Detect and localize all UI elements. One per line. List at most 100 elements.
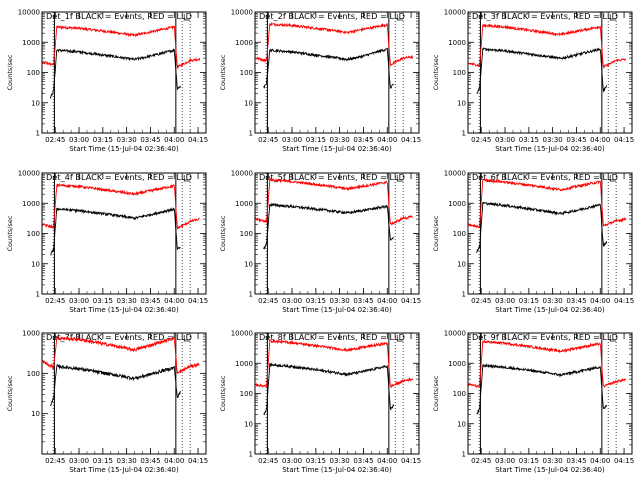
y-tick-label: 10 [244, 260, 253, 268]
y-tick-label: 1000 [22, 330, 40, 338]
chart-panel-7: Det_7f BLACK = Events, RED = LLD Counts/s… [6, 330, 208, 475]
corner-bracket [396, 335, 404, 342]
x-tick-label: 04:00 [377, 136, 397, 144]
corner-bracket [609, 335, 617, 342]
events-series-line [263, 47, 394, 90]
y-tick-label: 100 [27, 69, 40, 77]
chart-panel-6: Det_6f BLACK = Events, RED = LLD Counts/s… [432, 170, 634, 315]
y-tick-label: 100 [453, 69, 466, 77]
lld-series-line [255, 338, 414, 389]
y-axis-label: Counts/sec [219, 54, 227, 90]
x-tick-label: 03:00 [282, 457, 302, 465]
x-tick-label: 03:15 [306, 136, 326, 144]
x-tick-label: 04:00 [590, 136, 610, 144]
y-tick-label: 10 [31, 410, 40, 418]
chart-title: Det_9f BLACK = Events, RED = LLD [472, 332, 618, 342]
lld-series-line [42, 182, 200, 230]
x-tick-label: 04:00 [164, 136, 184, 144]
x-tick-label: 02:45 [471, 136, 491, 144]
y-tick-label: 1000 [235, 200, 253, 208]
x-tick-label: 03:45 [566, 297, 586, 305]
x-tick-label: 03:30 [543, 136, 563, 144]
x-tick-label: 03:15 [519, 136, 539, 144]
x-tick-label: 02:45 [258, 136, 278, 144]
x-tick-label: 03:00 [495, 457, 515, 465]
x-axis-label: Start Time (15-Jul-04 02:36:40) [282, 466, 392, 474]
plot-frame [254, 172, 420, 295]
x-tick-label: 04:15 [188, 297, 208, 305]
y-tick-label: 1000 [235, 360, 253, 368]
corner-bracket [396, 175, 404, 182]
plot-frame [254, 332, 420, 455]
y-tick-label: 1000 [235, 39, 253, 47]
y-tick-label: 1000 [448, 360, 466, 368]
lld-series-line [468, 178, 627, 229]
y-axis-label: Counts/sec [432, 54, 440, 90]
y-tick-label: 1000 [22, 39, 40, 47]
y-tick-label: 1 [462, 130, 466, 138]
plot-frame [41, 11, 207, 134]
chart-panel-4: Det_4f BLACK = Events, RED = LLD Counts/s… [6, 170, 208, 315]
y-tick-label: 100 [240, 390, 253, 398]
x-tick-label: 03:30 [117, 457, 137, 465]
lld-series-line [468, 340, 627, 389]
corner-bracket [609, 175, 617, 182]
events-series-line [476, 47, 608, 94]
corner-bracket [183, 14, 191, 21]
x-axis-label: Start Time (15-Jul-04 02:36:40) [495, 145, 605, 153]
x-tick-label: 03:00 [69, 136, 89, 144]
x-tick-label: 03:00 [69, 457, 89, 465]
events-series-line [263, 202, 394, 250]
x-axis-label: Start Time (15-Jul-04 02:36:40) [495, 306, 605, 314]
x-tick-label: 03:15 [93, 136, 113, 144]
y-axis-label: Counts/sec [6, 375, 14, 411]
x-tick-label: 02:45 [45, 297, 65, 305]
x-tick-label: 03:45 [140, 457, 160, 465]
y-tick-label: 10 [244, 420, 253, 428]
x-tick-label: 02:45 [45, 457, 65, 465]
lld-series-line [468, 23, 627, 69]
x-axis-label: Start Time (15-Jul-04 02:36:40) [282, 145, 392, 153]
x-tick-label: 03:45 [353, 136, 373, 144]
x-axis-label: Start Time (15-Jul-04 02:36:40) [69, 145, 179, 153]
y-tick-label: 1 [249, 291, 253, 299]
events-series-line [50, 363, 181, 407]
x-tick-label: 04:00 [590, 457, 610, 465]
x-tick-label: 03:15 [519, 457, 539, 465]
x-tick-label: 02:45 [258, 297, 278, 305]
y-tick-label: 10 [457, 260, 466, 268]
plot-frame [467, 172, 633, 295]
chart-panel-9: Det_9f BLACK = Events, RED = LLD Counts/s… [432, 330, 634, 475]
y-tick-label: 10000 [444, 330, 466, 338]
x-tick-label: 03:45 [140, 297, 160, 305]
chart-title: Det_2f BLACK = Events, RED = LLD [259, 11, 405, 21]
x-tick-label: 03:30 [543, 297, 563, 305]
chart-panel-5: Det_5f BLACK = Events, RED = LLD Counts/s… [219, 170, 421, 315]
y-tick-label: 10000 [231, 330, 253, 338]
x-tick-label: 03:15 [93, 297, 113, 305]
y-axis-label: Counts/sec [6, 54, 14, 90]
lld-series-line [42, 335, 200, 375]
x-tick-label: 03:15 [306, 297, 326, 305]
y-tick-label: 10000 [444, 170, 466, 178]
y-tick-label: 1000 [448, 39, 466, 47]
plot-frame [467, 332, 633, 455]
x-axis-label: Start Time (15-Jul-04 02:36:40) [282, 306, 392, 314]
y-tick-label: 1 [36, 130, 40, 138]
events-series-line [50, 207, 181, 256]
x-tick-label: 03:15 [519, 297, 539, 305]
chart-title: Det_3f BLACK = Events, RED = LLD [472, 11, 618, 21]
events-series-line [263, 362, 395, 416]
y-tick-label: 1000 [22, 200, 40, 208]
x-tick-label: 02:45 [45, 136, 65, 144]
y-axis-label: Counts/sec [219, 375, 227, 411]
y-tick-label: 1 [462, 451, 466, 459]
corner-bracket [396, 14, 404, 21]
x-tick-label: 03:30 [117, 136, 137, 144]
x-tick-label: 03:15 [306, 457, 326, 465]
y-tick-label: 100 [240, 69, 253, 77]
chart-title: Det_7f BLACK = Events, RED = LLD [46, 332, 192, 342]
x-tick-label: 03:30 [117, 297, 137, 305]
y-tick-label: 1000 [448, 200, 466, 208]
chart-title: Det_6f BLACK = Events, RED = LLD [472, 172, 618, 182]
